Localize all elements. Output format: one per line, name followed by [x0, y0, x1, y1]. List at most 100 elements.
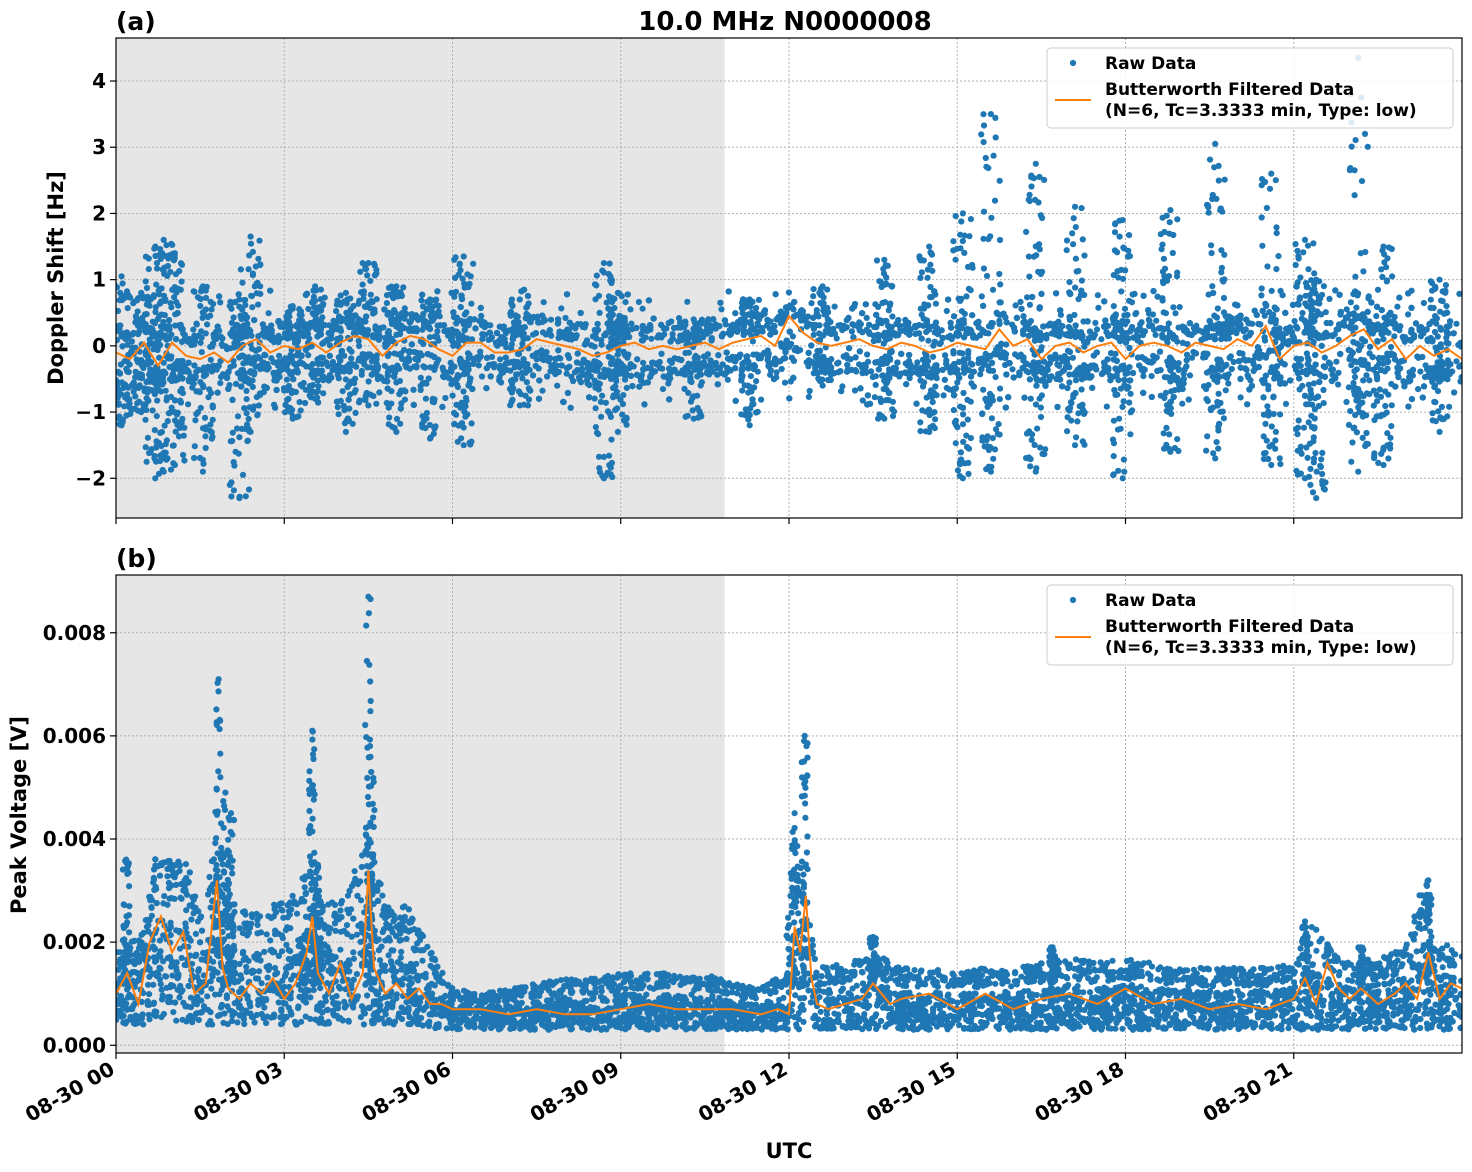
raw-data-point: [883, 318, 890, 325]
raw-data-point: [539, 387, 546, 394]
raw-data-point: [1050, 355, 1057, 362]
raw-data-point: [566, 319, 573, 326]
raw-data-point: [314, 377, 321, 384]
raw-data-point: [943, 360, 950, 367]
raw-data-point: [166, 363, 173, 371]
raw-data-point: [1027, 317, 1034, 325]
raw-data-point: [1291, 318, 1298, 325]
raw-data-point: [785, 289, 793, 296]
raw-data-point: [586, 381, 593, 389]
raw-data-point: [976, 332, 984, 339]
raw-data-point: [1457, 339, 1462, 346]
raw-data-point: [786, 328, 793, 335]
raw-data-point: [663, 374, 670, 381]
raw-data-point: [717, 299, 724, 306]
raw-data-point: [708, 335, 715, 342]
raw-data-point: [846, 345, 853, 352]
raw-data-point: [808, 342, 815, 349]
raw-data-point: [219, 335, 226, 342]
raw-data-point: [1056, 370, 1063, 378]
raw-data-point: [1032, 401, 1040, 408]
raw-data-point: [472, 325, 479, 332]
raw-data-point: [224, 370, 231, 377]
raw-data-point: [734, 327, 741, 334]
raw-data-point: [721, 317, 729, 324]
raw-data-point: [633, 324, 640, 332]
raw-data-point: [1017, 351, 1024, 358]
raw-data-point: [1140, 373, 1147, 380]
raw-data-point: [808, 300, 815, 307]
raw-data-point: [384, 372, 391, 379]
raw-data-point: [424, 351, 431, 358]
raw-data-point: [1419, 394, 1426, 401]
raw-data-point: [923, 328, 930, 335]
raw-data-point: [767, 371, 774, 378]
raw-data-point: [451, 363, 458, 370]
raw-data-point: [259, 321, 266, 328]
raw-data-point: [229, 396, 236, 403]
raw-data-point: [261, 383, 268, 390]
raw-data-point: [1110, 303, 1117, 310]
raw-data-point: [839, 383, 846, 390]
raw-data-point: [1405, 378, 1412, 385]
raw-data-point: [1152, 331, 1159, 338]
raw-data-point: [1222, 387, 1229, 394]
raw-data-point: [565, 326, 573, 333]
raw-data-point: [225, 385, 232, 392]
raw-data-point: [844, 361, 851, 369]
raw-data-point: [582, 340, 589, 347]
raw-data-point: [1335, 336, 1342, 343]
raw-data-point: [1024, 321, 1031, 328]
raw-data-point: [1271, 375, 1278, 382]
raw-data-point: [659, 386, 667, 393]
raw-data-point: [1153, 317, 1160, 324]
raw-data-point: [628, 320, 635, 327]
raw-data-point: [639, 305, 646, 312]
raw-data-point: [218, 341, 225, 348]
raw-data-point: [786, 395, 793, 402]
raw-data-point: [1297, 362, 1304, 369]
raw-data-point: [851, 387, 859, 394]
raw-data-point: [1009, 366, 1016, 373]
raw-data-point: [1127, 326, 1134, 333]
raw-data-point: [1336, 321, 1343, 328]
raw-data-point: [207, 356, 214, 363]
raw-data-point: [866, 400, 874, 407]
raw-data-point: [1192, 350, 1200, 357]
raw-data-point: [960, 363, 968, 371]
raw-data-point: [648, 335, 655, 342]
raw-data-point: [931, 338, 938, 345]
raw-data-point: [1225, 316, 1232, 323]
raw-data-point: [1180, 370, 1187, 377]
raw-data-point: [275, 358, 282, 365]
raw-data-point: [259, 330, 266, 337]
raw-data-point: [267, 287, 274, 294]
raw-data-point: [326, 342, 333, 349]
raw-data-point: [532, 362, 539, 369]
raw-data-point: [765, 363, 773, 370]
raw-data-point: [1359, 336, 1366, 343]
raw-data-point: [558, 362, 565, 369]
raw-data-point: [591, 367, 598, 374]
raw-data-point: [905, 362, 913, 369]
raw-data-point: [459, 332, 466, 339]
raw-data-point: [1420, 299, 1427, 307]
raw-data-point: [638, 330, 645, 337]
raw-data-point: [626, 365, 633, 372]
raw-data-point: [1396, 294, 1403, 301]
raw-data-point: [195, 366, 202, 373]
raw-data-point: [755, 296, 763, 303]
raw-data-point: [656, 359, 663, 366]
raw-data-point: [1065, 347, 1072, 354]
raw-data-point: [1328, 366, 1335, 373]
raw-data-point: [863, 314, 870, 321]
raw-data-point: [1289, 332, 1296, 339]
raw-data-point: [1318, 372, 1325, 379]
raw-data-point: [1438, 326, 1445, 333]
raw-data-point: [831, 303, 838, 310]
raw-data-point: [669, 331, 676, 338]
raw-data-point: [484, 354, 491, 361]
raw-data-point: [716, 364, 724, 371]
raw-data-point: [410, 386, 417, 393]
raw-data-point: [1017, 298, 1024, 305]
